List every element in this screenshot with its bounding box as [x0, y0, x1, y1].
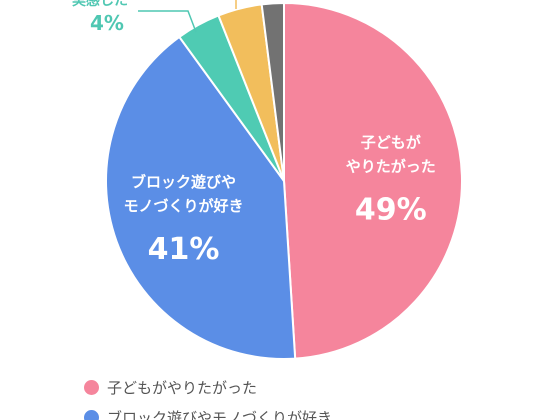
legend-swatch	[84, 379, 99, 395]
outside-label-text: 実感した	[72, 0, 128, 9]
legend-item: ブロック遊びやモノづくりが好き	[84, 402, 554, 420]
legend-label: 子どもがやりたがった	[107, 378, 258, 397]
pie-slice	[260, 1, 285, 182]
leader-line	[138, 10, 197, 33]
slice-label-text: やりたがった	[346, 158, 436, 176]
pie-chart: 子どもがやりたがった 49% ブロック遊びやモノづくりが好き 41% 実感した 4%	[72, 0, 463, 360]
slice-label-text: ブロック遊びや	[131, 173, 236, 191]
slice-percent: 49%	[355, 193, 427, 228]
legend-item: 子どもがやりたがった	[84, 372, 554, 402]
legend-label: ブロック遊びやモノづくりが好き	[107, 408, 333, 420]
slice-label-text: 子どもが	[361, 134, 422, 152]
legend-swatch	[84, 409, 99, 420]
slice-label-text: モノづくりが好き	[124, 197, 244, 215]
legend: 子どもがやりたがった ブロック遊びやモノづくりが好き	[84, 372, 554, 420]
slice-percent: 41%	[148, 232, 220, 267]
pie-slice	[105, 35, 297, 360]
pie-slice	[283, 1, 463, 360]
outside-percent: 4%	[90, 11, 124, 35]
